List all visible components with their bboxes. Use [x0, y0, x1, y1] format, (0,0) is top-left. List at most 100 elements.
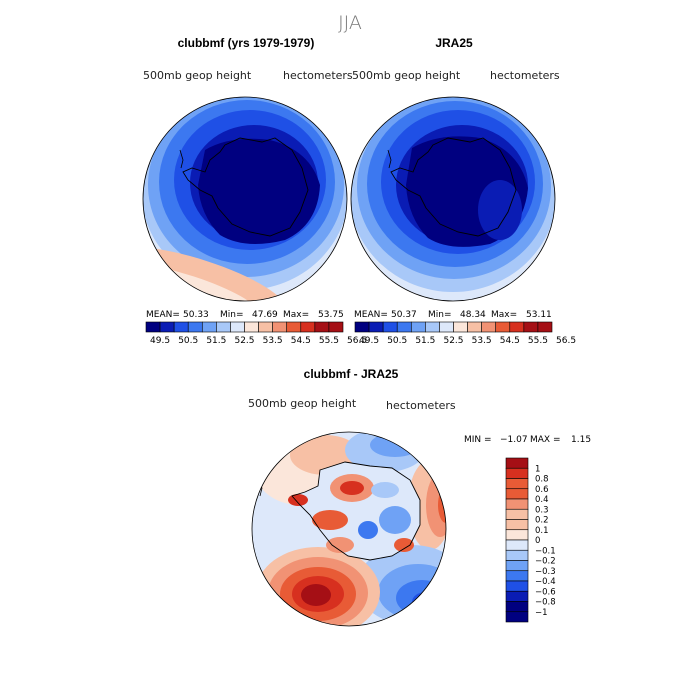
colorbar-swatch — [505, 508, 529, 520]
colorbar-reanalysis: 49.5 50.5 51.5 52.5 53.5 54.5 55.5 56.5 — [354, 321, 576, 346]
colorbar-tick-label: 49.5 — [150, 336, 170, 346]
colorbar-tick-label: −1 — [535, 608, 548, 618]
mean-label: MEAN= — [146, 310, 180, 320]
colorbar-tick-label: 55.5 — [319, 336, 339, 346]
contour-band — [412, 592, 440, 612]
min-label: Min= — [220, 310, 244, 320]
colorbar-swatch — [382, 321, 398, 333]
colorbar-swatch — [467, 321, 482, 333]
max-value: 53.11 — [526, 310, 552, 320]
colorbar-swatch — [300, 321, 316, 333]
colorbar-swatch — [505, 549, 529, 561]
colorbar-difference: 10.80.60.40.30.20.10−0.1−0.2−0.3−0.4−0.6… — [505, 457, 556, 623]
colorbar-tick-label: 0.6 — [535, 485, 549, 495]
colorbar-swatch — [523, 321, 539, 333]
contour-band — [358, 521, 378, 539]
colorbar-swatch — [173, 321, 189, 333]
colorbar-swatch — [286, 321, 302, 333]
max-label: Max= — [283, 310, 309, 320]
colorbar-swatch — [368, 321, 384, 333]
colorbar-tick-label: 51.5 — [206, 336, 226, 346]
contour-band — [198, 138, 320, 244]
colorbar-swatch — [505, 529, 529, 541]
min-label: Min= — [428, 310, 452, 320]
colorbar-tick-label: 50.5 — [178, 336, 198, 346]
colorbar-tick-label: 0.3 — [535, 505, 549, 515]
colorbar-tick-label: 50.5 — [387, 336, 407, 346]
contour-band — [340, 481, 364, 495]
colorbar-swatch — [505, 570, 529, 582]
colorbar-swatch — [145, 321, 161, 333]
colorbar-swatch — [509, 321, 525, 333]
mean-label: MEAN= — [354, 310, 388, 320]
colorbar-tick-label: 0.8 — [535, 475, 549, 485]
colorbar-swatch — [505, 539, 529, 551]
map-difference — [252, 432, 446, 626]
colorbar-swatch — [537, 321, 553, 333]
colorbar-tick-label: −0.4 — [535, 577, 556, 587]
colorbar-swatch — [453, 321, 468, 333]
colorbar-tick-label: −0.2 — [535, 557, 556, 567]
colorbar-tick-label: 0.2 — [535, 516, 549, 526]
colorbar-swatch — [410, 321, 426, 333]
colorbar-swatch — [505, 590, 529, 602]
colorbar-swatch — [505, 519, 529, 531]
colorbar-swatch — [258, 321, 273, 333]
colorbar-tick-label: 53.5 — [472, 336, 492, 346]
colorbar-tick-label: 49.5 — [359, 336, 379, 346]
contour-band — [288, 494, 308, 506]
contour-band — [301, 584, 331, 606]
field-label: 500mb geop height — [248, 397, 357, 410]
colorbar-swatch — [187, 321, 203, 333]
colorbar-tick-label: 54.5 — [500, 336, 520, 346]
colorbar-tick-label: 0.4 — [535, 495, 549, 505]
contour-band — [379, 506, 411, 534]
contour-band — [438, 487, 446, 523]
max-value: 53.75 — [318, 310, 344, 320]
coastline — [182, 137, 309, 237]
panel-title: JRA25 — [435, 36, 473, 50]
coastline — [390, 137, 517, 237]
field-label: 500mb geop height — [143, 69, 252, 82]
min-value: 47.69 — [252, 310, 278, 320]
map-border — [142, 96, 348, 302]
colorbar-tick-label: 56.5 — [556, 336, 576, 346]
coastline — [179, 149, 184, 169]
mean-value: 50.33 — [183, 310, 209, 320]
mean-value: 50.37 — [391, 310, 417, 320]
colorbar-swatch — [505, 611, 529, 623]
colorbar-swatch — [439, 321, 454, 333]
colorbar-tick-label: 52.5 — [234, 336, 254, 346]
colorbar-swatch — [216, 321, 231, 333]
colorbar-tick-label: 52.5 — [443, 336, 463, 346]
coastline — [291, 461, 421, 561]
coastline — [387, 149, 392, 169]
colorbar-swatch — [505, 467, 529, 479]
panel-title: clubbmf (yrs 1979-1979) — [178, 36, 315, 50]
map-reanalysis — [351, 97, 555, 301]
colorbar-tick-label: 54.5 — [291, 336, 311, 346]
colorbar-swatch — [505, 498, 529, 510]
field-label: 500mb geop height — [352, 69, 461, 82]
colorbar-swatch — [272, 321, 288, 333]
colorbar-swatch — [244, 321, 259, 333]
contour-band — [396, 580, 446, 616]
contour-band — [371, 482, 399, 498]
colorbar-swatch — [505, 478, 529, 490]
map-border — [350, 96, 556, 302]
colorbar-tick-label: 0 — [535, 536, 540, 546]
colorbar-tick-label: 53.5 — [263, 336, 283, 346]
colorbar-swatch — [159, 321, 175, 333]
colorbar-tick-label: 51.5 — [415, 336, 435, 346]
min-value: −1.07 — [500, 435, 528, 445]
colorbar-tick-label: 56.5 — [347, 336, 367, 346]
colorbar-swatch — [505, 457, 529, 469]
colorbar-swatch — [328, 321, 344, 333]
panel-difference: clubbmf - JRA25 500mb geop height hectom… — [248, 367, 591, 627]
colorbar-swatch — [505, 580, 529, 592]
colorbar-swatch — [201, 321, 217, 333]
colorbar-tick-label: 55.5 — [528, 336, 548, 346]
contour-band — [478, 180, 522, 240]
min-label: MIN = — [464, 435, 492, 445]
